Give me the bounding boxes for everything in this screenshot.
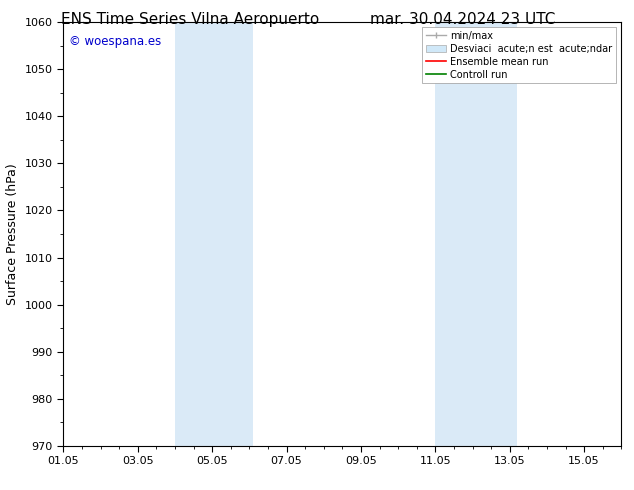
Bar <box>175 22 253 446</box>
Text: ENS Time Series Vilna Aeropuerto: ENS Time Series Vilna Aeropuerto <box>61 12 320 27</box>
Legend: min/max, Desviaci  acute;n est  acute;ndar, Ensemble mean run, Controll run: min/max, Desviaci acute;n est acute;ndar… <box>422 27 616 83</box>
Text: mar. 30.04.2024 23 UTC: mar. 30.04.2024 23 UTC <box>370 12 555 27</box>
Bar <box>436 22 517 446</box>
Y-axis label: Surface Pressure (hPa): Surface Pressure (hPa) <box>6 163 19 305</box>
Text: © woespana.es: © woespana.es <box>69 35 161 48</box>
